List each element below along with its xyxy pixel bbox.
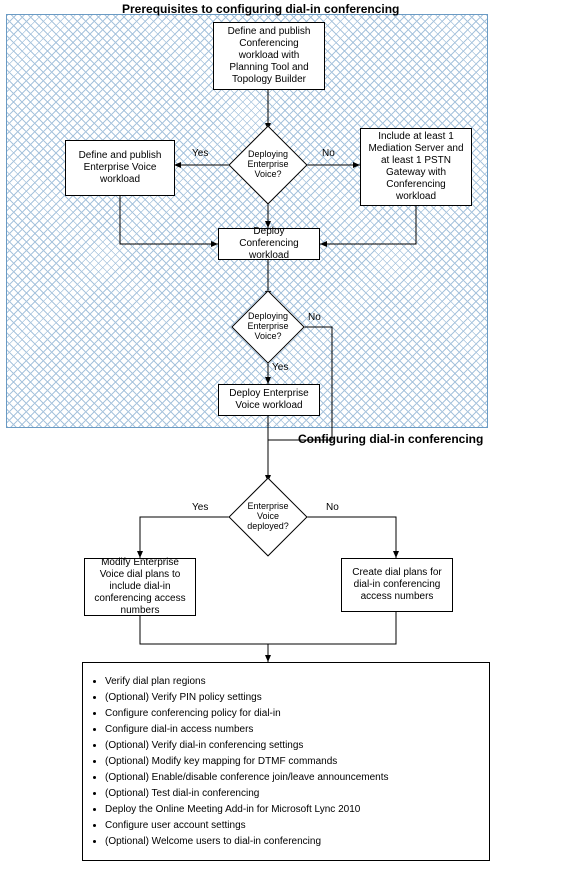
task-item: Deploy the Online Meeting Add-in for Mic… bbox=[105, 804, 479, 815]
node-define-publish-ev: Define and publish Enterprise Voice work… bbox=[65, 140, 175, 196]
node-create-dial-plans: Create dial plans for dial-in conferenci… bbox=[341, 558, 453, 612]
task-item: (Optional) Enable/disable conference joi… bbox=[105, 772, 479, 783]
task-item: (Optional) Test dial-in conferencing bbox=[105, 788, 479, 799]
decision-deploying-ev-1: Deploying Enterprise Voice? bbox=[240, 137, 296, 193]
task-item: Configure conferencing policy for dial-i… bbox=[105, 708, 479, 719]
node-deploy-ev: Deploy Enterprise Voice workload bbox=[218, 384, 320, 416]
label-no-3: No bbox=[326, 502, 339, 513]
task-item: Configure user account settings bbox=[105, 820, 479, 831]
task-item: (Optional) Welcome users to dial-in conf… bbox=[105, 836, 479, 847]
task-item: Verify dial plan regions bbox=[105, 676, 479, 687]
label-no-2: No bbox=[308, 312, 321, 323]
task-list: Verify dial plan regions (Optional) Veri… bbox=[82, 662, 490, 861]
decision-deploying-ev-2: Deploying Enterprise Voice? bbox=[242, 301, 294, 353]
label-yes-3: Yes bbox=[192, 502, 208, 513]
task-item: (Optional) Verify dial-in conferencing s… bbox=[105, 740, 479, 751]
label-yes-1: Yes bbox=[192, 148, 208, 159]
task-item: (Optional) Verify PIN policy settings bbox=[105, 692, 479, 703]
node-modify-ev-dial: Modify Enterprise Voice dial plans to in… bbox=[84, 558, 196, 616]
decision-ev-deployed: Enterprise Voice deployed? bbox=[240, 489, 296, 545]
config-title: Configuring dial-in conferencing bbox=[298, 432, 483, 446]
label-no-1: No bbox=[322, 148, 335, 159]
label-yes-2: Yes bbox=[272, 362, 288, 373]
node-define-publish-conf: Define and publish Conferencing workload… bbox=[213, 22, 325, 90]
node-include-mediation: Include at least 1 Mediation Server and … bbox=[360, 128, 472, 206]
node-deploy-conf: Deploy Conferencing workload bbox=[218, 228, 320, 260]
task-item: Configure dial-in access numbers bbox=[105, 724, 479, 735]
prereq-title: Prerequisites to configuring dial-in con… bbox=[122, 2, 399, 16]
task-item: (Optional) Modify key mapping for DTMF c… bbox=[105, 756, 479, 767]
